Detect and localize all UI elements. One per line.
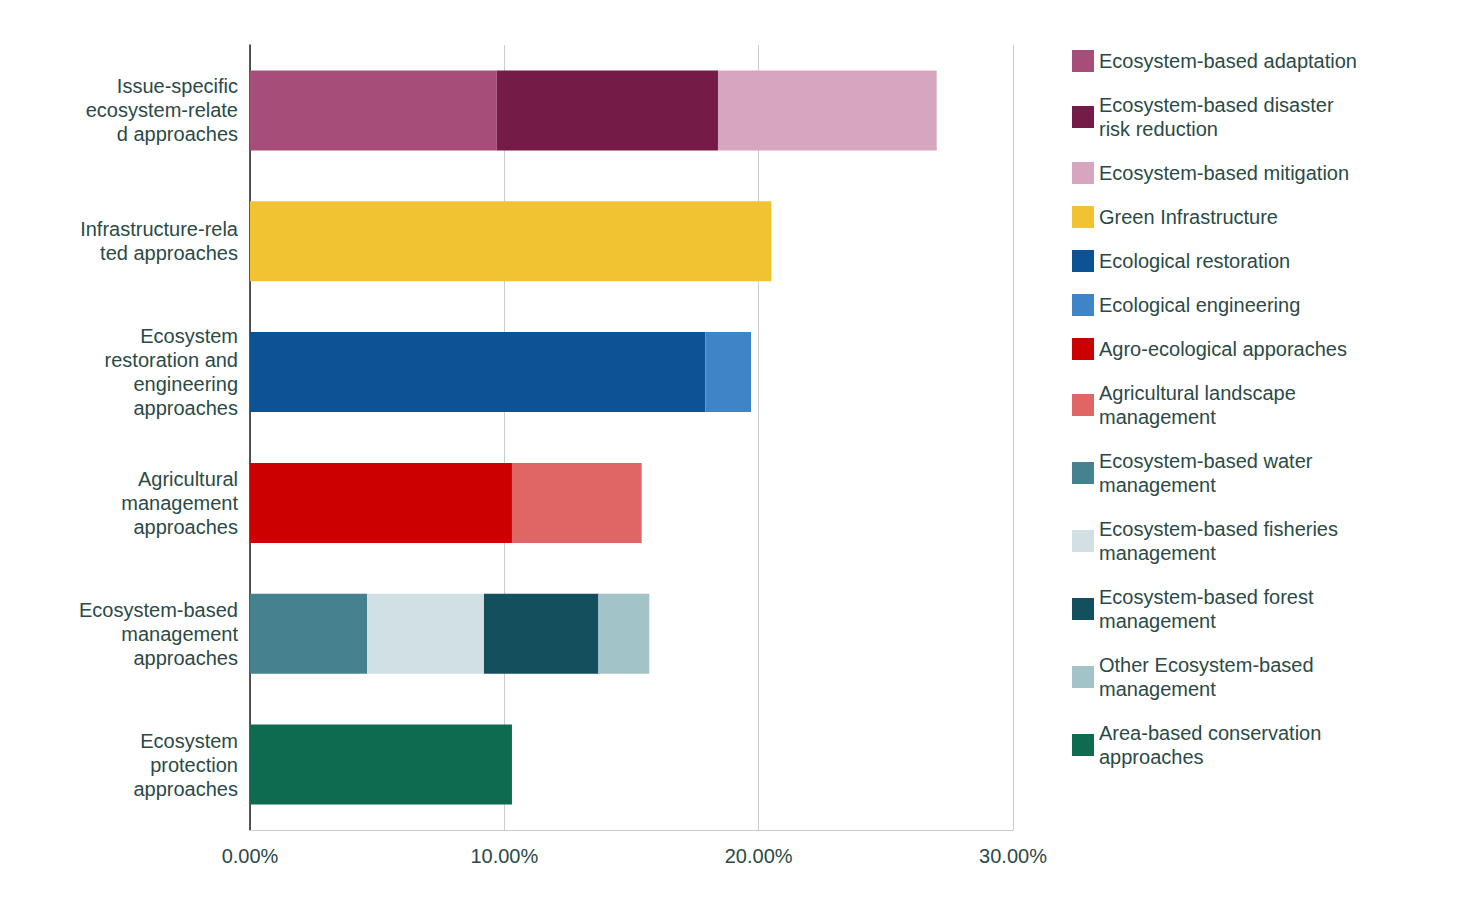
svg-text:Ecosystem: Ecosystem (140, 730, 238, 752)
svg-text:20.00%: 20.00% (725, 845, 793, 867)
svg-text:ted approaches: ted approaches (100, 242, 238, 264)
svg-text:management: management (1099, 610, 1216, 632)
svg-text:approaches: approaches (133, 516, 238, 538)
svg-text:management: management (121, 623, 238, 645)
svg-text:management: management (1099, 406, 1216, 428)
svg-text:restoration and: restoration and (105, 349, 238, 371)
svg-text:Area-based conservation: Area-based conservation (1099, 722, 1321, 744)
svg-text:Infrastructure-rela: Infrastructure-rela (80, 218, 239, 240)
svg-text:Issue-specific: Issue-specific (117, 75, 238, 97)
svg-text:approaches: approaches (133, 778, 238, 800)
svg-text:Ecosystem: Ecosystem (140, 325, 238, 347)
svg-text:Ecological restoration: Ecological restoration (1099, 250, 1290, 272)
svg-text:30.00%: 30.00% (979, 845, 1047, 867)
svg-text:Ecosystem-based disaster: Ecosystem-based disaster (1099, 94, 1334, 116)
svg-text:Ecosystem-based adaptation: Ecosystem-based adaptation (1099, 50, 1357, 72)
svg-text:approaches: approaches (1099, 746, 1204, 768)
svg-text:Agro-ecological apporaches: Agro-ecological apporaches (1099, 338, 1347, 360)
svg-text:risk reduction: risk reduction (1099, 118, 1218, 140)
svg-text:Ecosystem-based: Ecosystem-based (79, 599, 238, 621)
svg-text:management: management (1099, 678, 1216, 700)
svg-text:Ecosystem-based forest: Ecosystem-based forest (1099, 586, 1314, 608)
svg-text:0.00%: 0.00% (222, 845, 279, 867)
svg-text:d approaches: d approaches (117, 123, 238, 145)
svg-text:Ecosystem-based water: Ecosystem-based water (1099, 450, 1313, 472)
svg-text:protection: protection (150, 754, 238, 776)
svg-text:10.00%: 10.00% (470, 845, 538, 867)
svg-text:Ecological engineering: Ecological engineering (1099, 294, 1300, 316)
svg-text:Agricultural landscape: Agricultural landscape (1099, 382, 1296, 404)
svg-text:Green Infrastructure: Green Infrastructure (1099, 206, 1278, 228)
svg-text:approaches: approaches (133, 647, 238, 669)
svg-text:Agricultural: Agricultural (138, 468, 238, 490)
svg-text:management: management (1099, 542, 1216, 564)
svg-text:Ecosystem-based mitigation: Ecosystem-based mitigation (1099, 162, 1349, 184)
svg-text:management: management (121, 492, 238, 514)
svg-text:Other Ecosystem-based: Other Ecosystem-based (1099, 654, 1314, 676)
svg-text:engineering: engineering (133, 373, 238, 395)
svg-text:Ecosystem-based fisheries: Ecosystem-based fisheries (1099, 518, 1338, 540)
svg-text:management: management (1099, 474, 1216, 496)
svg-text:approaches: approaches (133, 397, 238, 419)
svg-text:ecosystem-relate: ecosystem-relate (86, 99, 238, 121)
